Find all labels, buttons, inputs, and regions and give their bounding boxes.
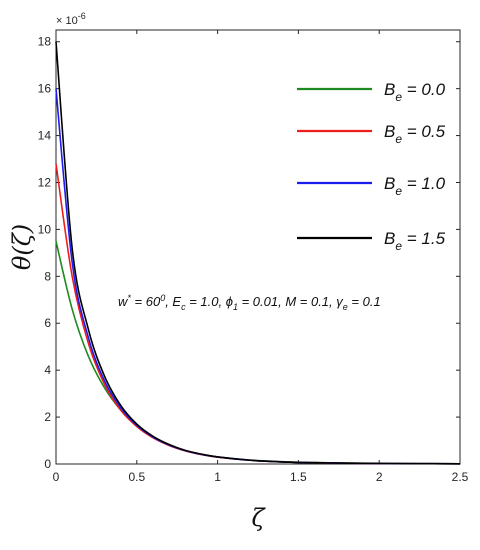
y-tick-label: 8 bbox=[44, 269, 51, 283]
y-tick-label: 16 bbox=[38, 82, 52, 96]
y-tick-label: 18 bbox=[38, 35, 52, 49]
x-tick-label: 0 bbox=[53, 470, 60, 484]
x-tick-label: 2 bbox=[376, 470, 383, 484]
legend: Be = 0.0 Be = 0.5 Be = 1.0 Be = 1.5 bbox=[297, 80, 446, 253]
y-tick-label: 2 bbox=[44, 410, 51, 424]
x-tick-label: 1.5 bbox=[290, 470, 307, 484]
y-tick-label: 4 bbox=[44, 363, 51, 377]
axis-ticks: 0 0.5 1 1.5 2 2.5 0 2 4 6 8 10 12 14 16 18 bbox=[38, 30, 469, 484]
legend-label-2: Be = 1.0 bbox=[384, 174, 446, 198]
x-axis-title: ζ bbox=[251, 504, 266, 532]
x-tick-label: 1 bbox=[214, 470, 221, 484]
parameter-annotation: w* = 600, Ec = 1.0, ϕ1 = 0.01, M = 0.1, … bbox=[118, 293, 381, 312]
x-tick-label: 2.5 bbox=[452, 470, 469, 484]
y-tick-label: 6 bbox=[44, 316, 51, 330]
legend-label-0: Be = 0.0 bbox=[384, 80, 446, 104]
y-tick-label: 0 bbox=[44, 457, 51, 471]
y-tick-label: 10 bbox=[38, 222, 52, 236]
y-axis-title: θ(ζ) bbox=[8, 224, 36, 270]
series-line-3 bbox=[55, 41, 461, 465]
y-axis-exponent-label: × 10-6 bbox=[56, 11, 86, 27]
series-lines bbox=[55, 41, 461, 465]
y-tick-label: 14 bbox=[38, 129, 52, 143]
legend-label-1: Be = 0.5 bbox=[384, 122, 446, 146]
x-tick-label: 0.5 bbox=[128, 470, 145, 484]
legend-label-3: Be = 1.5 bbox=[384, 229, 446, 253]
plot-area bbox=[55, 29, 461, 465]
y-tick-label: 12 bbox=[38, 175, 52, 189]
